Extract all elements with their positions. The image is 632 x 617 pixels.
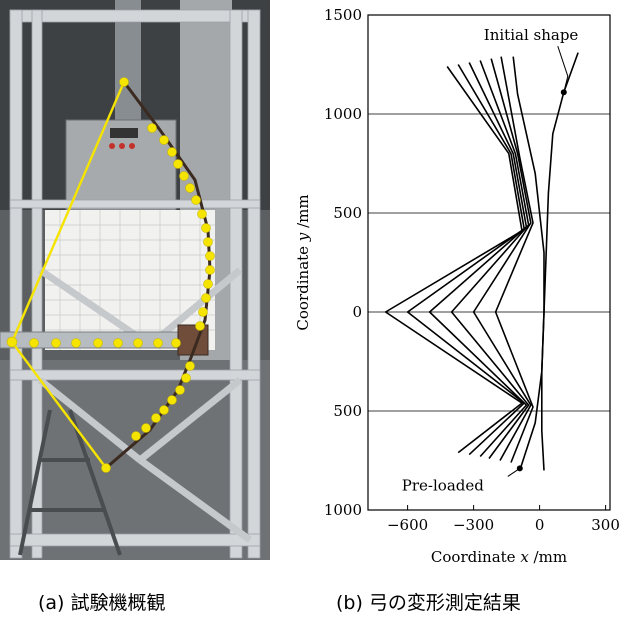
bow-shape-line: [494, 56, 534, 463]
cabinet-button: [119, 143, 125, 149]
x-tick-label: 0: [535, 516, 545, 534]
caption-deformation-result: (b) 弓の変形測定結果: [336, 592, 521, 614]
cabinet-button: [129, 143, 135, 149]
y-tick-label: 1000: [324, 501, 362, 519]
bow-shape-line: [450, 60, 530, 459]
bow-shape-line: [428, 62, 528, 458]
y-tick-label: 1500: [324, 6, 362, 24]
bow-shape-line: [540, 91, 565, 471]
deformation-chart: 1500 1000 500 0 500 1000 −600 −300 0 300 Initial …: [294, 6, 620, 566]
y-tick-label: 500: [333, 204, 362, 222]
bow-shape-line: [472, 58, 532, 461]
x-tick-label: −600: [387, 516, 428, 534]
chart-frame: [367, 14, 611, 511]
chart-annotations: Initial shape Pre-loaded: [402, 26, 579, 494]
y-axis-label: Coordinate y /mm: [294, 194, 312, 330]
pre-loaded-leader: [507, 468, 521, 477]
initial-shape-tip: [563, 52, 579, 93]
bow-markers: [6, 77, 215, 473]
chart-ticks: 1500 1000 500 0 500 1000 −600 −300 0 300: [324, 6, 620, 534]
y-tick-label: 1000: [324, 105, 362, 123]
x-tick-label: −300: [453, 516, 494, 534]
x-tick-label: 300: [591, 516, 620, 534]
caption-test-rig: (a) 試験機概観: [38, 592, 166, 614]
test-rig-photo: [0, 0, 270, 560]
chart-series: [384, 56, 565, 471]
beam-markers: [29, 338, 181, 348]
y-tick-label: 0: [352, 303, 362, 321]
annotation-pre-loaded: Pre-loaded: [402, 476, 484, 494]
y-tick-label: 500: [333, 402, 362, 420]
cabinet-display: [110, 128, 138, 138]
stepladder: [18, 409, 122, 556]
bow-shape-line: [512, 56, 545, 471]
chart-grid: [368, 113, 610, 412]
bow-shape-line: [406, 64, 525, 456]
cabinet-button: [109, 143, 115, 149]
x-axis-label: Coordinate x /mm: [431, 548, 567, 566]
annotation-initial-shape: Initial shape: [484, 26, 579, 44]
bow-shape-line: [384, 66, 523, 454]
